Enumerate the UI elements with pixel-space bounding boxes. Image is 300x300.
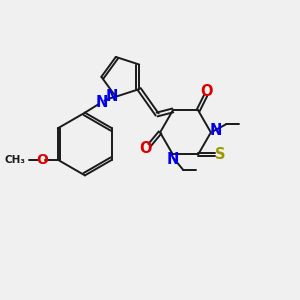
Text: O: O (140, 141, 152, 156)
Text: O: O (37, 153, 49, 167)
Text: N: N (95, 95, 107, 110)
Text: N: N (167, 152, 179, 167)
Text: O: O (200, 84, 212, 99)
Text: CH₃: CH₃ (5, 155, 26, 165)
Text: S: S (215, 147, 225, 162)
Text: N: N (210, 123, 222, 138)
Text: N: N (106, 89, 118, 104)
